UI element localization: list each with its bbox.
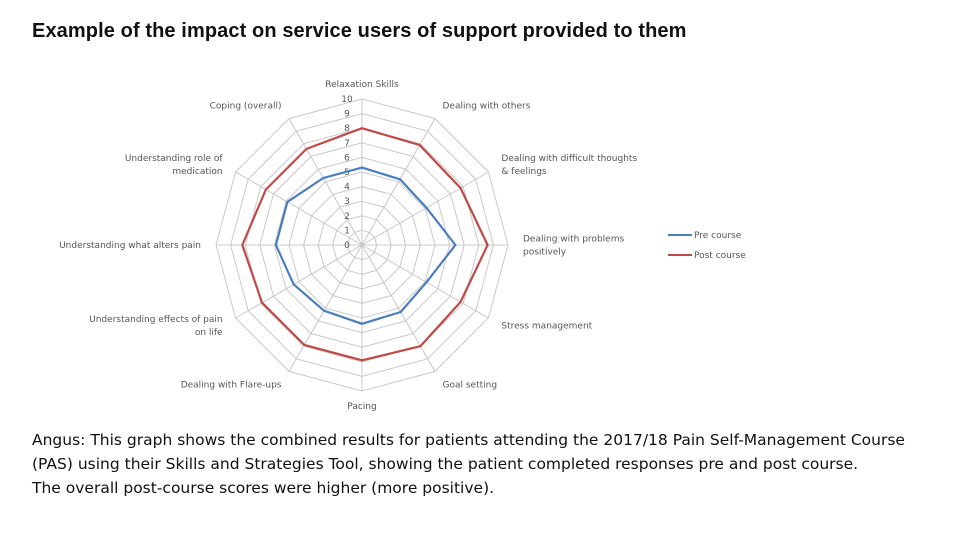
axis-label: medication [172, 167, 222, 177]
spoke-11 [235, 171, 363, 246]
axis-label: Understanding effects of pain [89, 315, 222, 325]
spoke-12 [288, 118, 363, 246]
tick-label: 2 [344, 212, 350, 222]
tick-label: 8 [344, 124, 350, 134]
axis-label: Understanding what alters pain [59, 241, 201, 251]
spoke-3 [361, 171, 489, 246]
axis-label: & feelings [501, 167, 547, 177]
tick-label: 7 [344, 139, 350, 149]
radar-series [241, 127, 489, 362]
series-line-pre-course [274, 166, 457, 325]
radar-axis-labels: Relaxation Skills Dealing with others Deal… [59, 80, 637, 412]
tick-label: 10 [341, 95, 353, 105]
axis-label: Dealing with difficult thoughts [501, 154, 637, 164]
caption: Angus: This graph shows the combined res… [32, 428, 932, 500]
axis-label: Dealing with others [443, 102, 531, 112]
radar-spokes [216, 99, 508, 391]
tick-label: 9 [344, 110, 350, 120]
spoke-8 [288, 244, 363, 372]
tick-label: 6 [344, 153, 350, 163]
tick-label: 1 [344, 226, 350, 236]
radar-tick-labels: 0 1 2 3 4 5 6 7 8 9 10 [341, 95, 353, 251]
spoke-9 [235, 244, 363, 319]
tick-label: 0 [344, 241, 350, 251]
tick-label: 3 [344, 197, 350, 207]
axis-label: Dealing with problems [523, 235, 624, 245]
chart-legend: Pre course Post course [668, 231, 746, 261]
axis-label: Pacing [347, 402, 376, 412]
legend-label: Pre course [694, 231, 742, 241]
caption-line-1: Angus: This graph shows the combined res… [32, 431, 905, 473]
tick-label: 5 [344, 168, 350, 178]
slide-title: Example of the impact on service users o… [32, 20, 687, 42]
axis-label: positively [523, 248, 567, 258]
axis-label: Goal setting [443, 380, 498, 390]
spoke-2 [361, 118, 436, 246]
axis-label: Understanding role of [125, 154, 224, 164]
series-line-post-course [241, 127, 489, 362]
axis-label: Dealing with Flare-ups [181, 380, 282, 390]
axis-label: on life [195, 328, 223, 338]
spoke-5 [361, 244, 489, 319]
legend-label: Post course [694, 251, 746, 261]
axis-label: Coping (overall) [210, 102, 282, 112]
tick-label: 4 [344, 183, 350, 193]
caption-line-2: The overall post-course scores were high… [32, 479, 495, 497]
axis-label: Relaxation Skills [325, 80, 399, 90]
axis-label: Stress management [501, 322, 592, 332]
spoke-6 [361, 244, 436, 372]
